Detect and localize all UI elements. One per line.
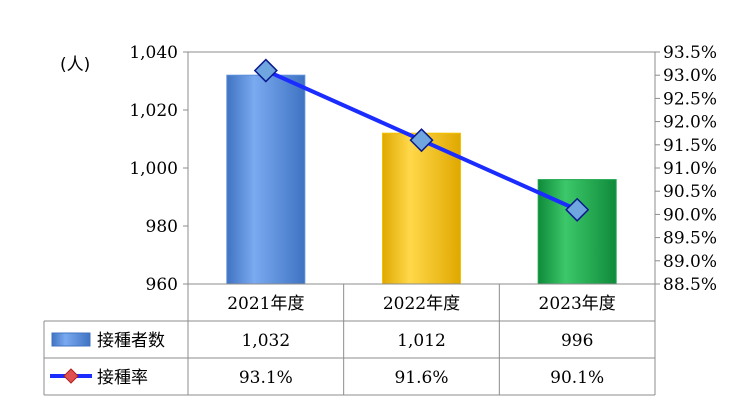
- right-axis-tick-label: 92.0%: [663, 113, 717, 133]
- bar-接種者数: [382, 132, 461, 285]
- right-axis-tick-label: 91.0%: [663, 159, 717, 179]
- legend-label-line: 接種率: [97, 368, 148, 388]
- line-marker: [409, 128, 434, 153]
- right-axis-tick-label: 88.5%: [663, 275, 717, 295]
- right-axis-tick-label: 90.0%: [663, 205, 717, 225]
- table-cell-value: 996: [561, 331, 593, 351]
- right-axis-tick-label: 92.5%: [663, 89, 717, 109]
- category-label: 2023年度: [539, 294, 616, 314]
- table-cell-value: 93.1%: [239, 368, 293, 388]
- left-axis-tick-label: 1,000: [129, 159, 178, 179]
- left-axis-tick-label: 1,020: [129, 101, 178, 121]
- right-axis-tick-label: 93.0%: [663, 66, 717, 86]
- category-label: 2021年度: [227, 294, 304, 314]
- table-cell-value: 90.1%: [550, 368, 604, 388]
- table-cell-value: 1,012: [397, 331, 446, 351]
- left-axis-unit-label: (人): [60, 55, 90, 75]
- left-axis-tick-label: 960: [146, 275, 178, 295]
- legend-bar-swatch: [51, 332, 91, 347]
- left-axis-tick-label: 1,040: [129, 43, 178, 63]
- table-cell-value: 91.6%: [394, 368, 448, 388]
- legend-label-bar: 接種者数: [97, 331, 165, 351]
- table-cell-value: 1,032: [241, 331, 290, 351]
- line-marker: [565, 197, 590, 222]
- legend-line-marker: [63, 368, 79, 384]
- bar-接種者数: [537, 179, 617, 285]
- right-axis-tick-label: 91.5%: [663, 136, 717, 156]
- line-marker: [253, 58, 278, 83]
- right-axis-tick-label: 89.0%: [663, 252, 717, 272]
- left-axis-tick-label: 980: [146, 217, 178, 237]
- category-label: 2022年度: [383, 294, 460, 314]
- right-axis-tick-label: 89.5%: [663, 229, 717, 249]
- bar-接種者数: [226, 74, 306, 285]
- right-axis-tick-label: 90.5%: [663, 182, 717, 202]
- right-axis-tick-label: 93.5%: [663, 43, 717, 63]
